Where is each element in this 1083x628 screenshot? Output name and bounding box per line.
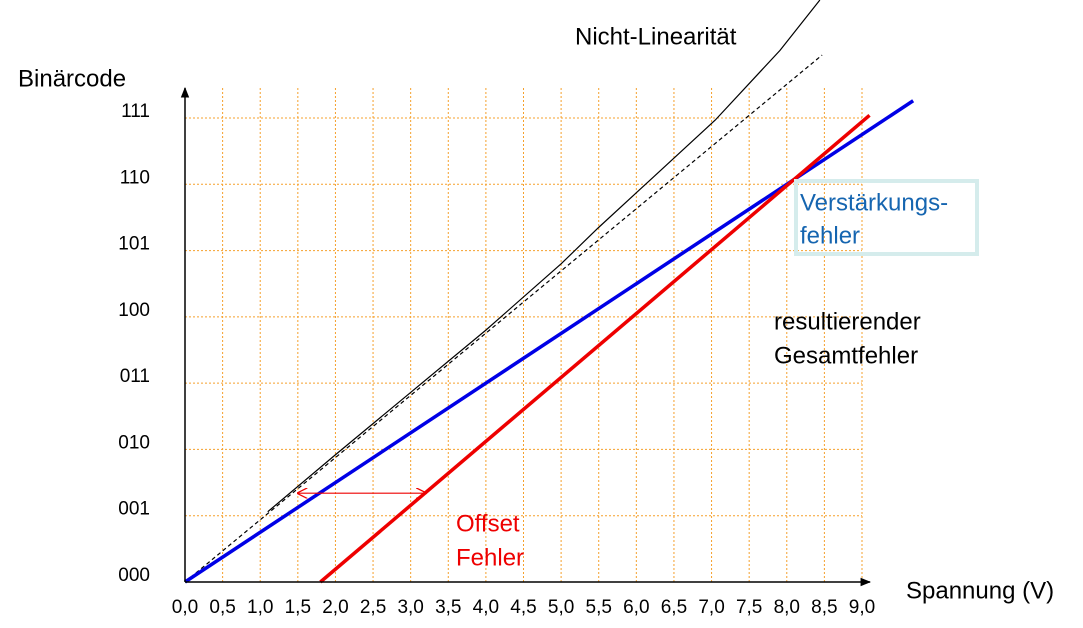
y-tick-label: 101 bbox=[118, 234, 150, 255]
x-tick-label: 0,5 bbox=[209, 597, 235, 618]
x-tick-label: 8,5 bbox=[811, 597, 837, 618]
line bbox=[184, 54, 823, 583]
y-tick-label: 001 bbox=[118, 499, 150, 520]
x-tick-label: 6,5 bbox=[661, 597, 687, 618]
annotation-box bbox=[794, 179, 979, 256]
y-tick-label: 100 bbox=[118, 300, 150, 321]
y-tick-label: 011 bbox=[120, 366, 150, 387]
x-tick-label: 5,5 bbox=[586, 597, 612, 618]
y-tick-label: 110 bbox=[120, 167, 150, 188]
annotation: Offset bbox=[456, 510, 520, 537]
x-tick-label: 9,0 bbox=[849, 597, 875, 618]
annotation: resultierender bbox=[774, 308, 921, 335]
annotation: Nicht-Linearität bbox=[575, 23, 737, 50]
annotation: Gesamtfehler bbox=[774, 342, 918, 369]
y-tick-label: 000 bbox=[118, 565, 150, 586]
y-tick-label: 111 bbox=[121, 101, 150, 122]
line bbox=[267, 0, 821, 513]
annotation: Verstärkungs- bbox=[800, 189, 948, 216]
x-tick-label: 7,0 bbox=[698, 597, 724, 618]
plot bbox=[184, 0, 915, 584]
x-tick-label: 3,5 bbox=[435, 597, 461, 618]
x-tick-label: 8,0 bbox=[774, 597, 800, 618]
x-tick-label: 2,5 bbox=[360, 597, 386, 618]
x-tick-label: 2,0 bbox=[322, 597, 348, 618]
grid bbox=[185, 88, 863, 582]
annotation: Fehler bbox=[456, 544, 524, 571]
x-tick-label: 1,5 bbox=[285, 597, 311, 618]
x-tick-label: 7,5 bbox=[736, 597, 762, 618]
annotation: fehler bbox=[800, 222, 860, 249]
x-tick-label: 4,0 bbox=[473, 597, 499, 618]
x-tick-label: 4,5 bbox=[510, 597, 536, 618]
x-tick-label: 3,0 bbox=[397, 597, 423, 618]
x-tick-label: 6,0 bbox=[623, 597, 649, 618]
y-axis-label: Binärcode bbox=[18, 65, 126, 92]
line bbox=[319, 114, 871, 584]
x-axis-label: Spannung (V) bbox=[906, 577, 1054, 604]
x-tick-label: 1,0 bbox=[247, 597, 273, 618]
x-tick-label: 5,0 bbox=[548, 597, 574, 618]
x-tick-label: 0,0 bbox=[172, 597, 198, 618]
y-tick-label: 010 bbox=[118, 432, 150, 453]
